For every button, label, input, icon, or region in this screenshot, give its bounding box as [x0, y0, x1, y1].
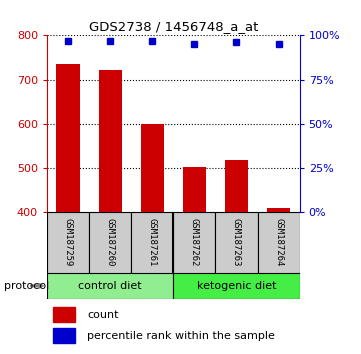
Text: ketogenic diet: ketogenic diet: [197, 281, 276, 291]
Bar: [141, 124, 164, 212]
Text: control diet: control diet: [78, 281, 142, 291]
Text: GSM187262: GSM187262: [190, 218, 199, 267]
Text: GSM187260: GSM187260: [106, 218, 114, 267]
Bar: [216, 212, 257, 273]
Title: GDS2738 / 1456748_a_at: GDS2738 / 1456748_a_at: [88, 20, 258, 33]
Bar: [267, 208, 290, 212]
Bar: [56, 64, 79, 212]
Bar: [173, 212, 216, 273]
Bar: [173, 273, 300, 299]
Text: GSM187261: GSM187261: [148, 218, 157, 267]
Text: GSM187259: GSM187259: [64, 218, 73, 267]
Bar: [47, 273, 173, 299]
Text: percentile rank within the sample: percentile rank within the sample: [87, 331, 275, 341]
Bar: [89, 212, 131, 273]
Bar: [53, 307, 75, 322]
Text: count: count: [87, 309, 119, 320]
Bar: [47, 212, 89, 273]
Bar: [99, 70, 122, 212]
Text: GSM187263: GSM187263: [232, 218, 241, 267]
Bar: [53, 328, 75, 343]
Text: GSM187264: GSM187264: [274, 218, 283, 267]
Bar: [183, 167, 206, 212]
Bar: [225, 160, 248, 212]
Text: protocol: protocol: [4, 281, 49, 291]
Bar: [257, 212, 300, 273]
Bar: [131, 212, 173, 273]
